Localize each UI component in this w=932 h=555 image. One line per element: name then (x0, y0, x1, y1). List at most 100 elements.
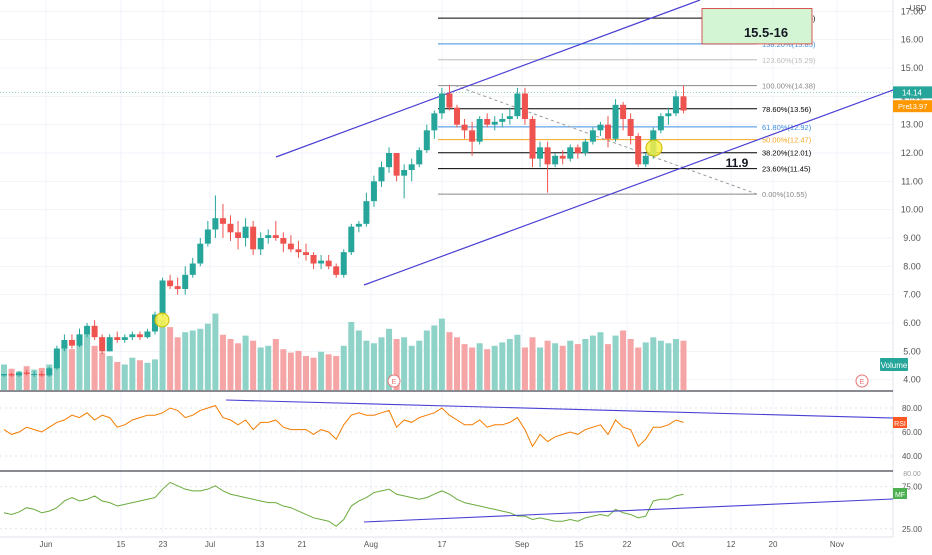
price-tick-label: 8.00 (903, 261, 921, 271)
candle-body (68, 340, 75, 346)
candle-body (219, 218, 226, 224)
candle-body (280, 238, 287, 244)
highlight-circle (154, 312, 170, 328)
volume-bar (589, 335, 596, 390)
fib-level-label: 0.00%(10.55) (762, 190, 808, 199)
candle-body (310, 255, 317, 264)
volume-bar (91, 345, 98, 390)
price-tick-label: 7.00 (903, 290, 921, 300)
candle-body (8, 374, 15, 376)
candle-body (174, 286, 181, 289)
candle-body (1, 374, 7, 376)
volume-bar (189, 330, 196, 390)
fib-level-label: 38.20%(12.01) (762, 149, 812, 158)
candle-body (635, 136, 642, 165)
candle-body (469, 130, 476, 142)
candle-body (476, 119, 483, 142)
volume-bar (303, 356, 309, 390)
mf-label: MF (895, 492, 905, 499)
candle-body (204, 229, 211, 244)
candle-body (136, 334, 143, 338)
fib-level-label: 50.00%(12.47) (762, 136, 812, 145)
volume-bar (431, 325, 438, 390)
volume-bar (318, 351, 325, 390)
volume-bar (529, 337, 536, 390)
volume-bar (559, 345, 566, 390)
time-tick-label: Oct (672, 540, 685, 549)
price-tick-label: 12.00 (901, 148, 924, 158)
candle-body (16, 372, 23, 376)
volume-bar (265, 345, 272, 390)
volume-bar (287, 352, 294, 390)
price-tick-label: 16.00 (901, 35, 924, 45)
candle-body (363, 201, 370, 224)
mf-label-bg (893, 488, 907, 499)
fib-level-label: 61.80%(12.92) (762, 123, 812, 132)
price-tick-label: 11.00 (901, 176, 923, 186)
volume-bar (627, 339, 634, 390)
volume-bar (612, 335, 619, 390)
volume-bar (401, 337, 408, 390)
volume-bar (182, 332, 189, 390)
volume-bar (204, 323, 211, 390)
candle-body (582, 141, 589, 153)
volume-bar (76, 340, 83, 390)
volume-bar (476, 343, 483, 390)
volume-bar (657, 340, 664, 390)
candle-body (84, 325, 91, 335)
candle-body (491, 121, 498, 125)
candle-body (589, 130, 596, 142)
time-tick-label: Sep (515, 540, 530, 549)
volume-bar (552, 343, 559, 390)
price-tick-label: 15.00 (901, 63, 924, 73)
volume-bar (506, 339, 513, 390)
time-tick-label: 22 (623, 540, 632, 549)
volume-bar (16, 371, 23, 390)
candle-body (416, 150, 423, 165)
candle-body (657, 116, 664, 131)
candle-body (303, 252, 309, 255)
volume-bar (597, 332, 604, 390)
volume-bar (23, 366, 30, 390)
volume-bar (272, 339, 279, 390)
candle-body (106, 337, 113, 352)
candle-body (144, 331, 151, 338)
price-tick-label: 5.00 (903, 346, 921, 356)
candle-body (167, 280, 174, 287)
candle-body (499, 119, 506, 122)
candle-body (537, 147, 544, 159)
volume-bar (325, 354, 332, 390)
candle-body (680, 96, 687, 111)
candle-body (423, 130, 430, 151)
candle-body (91, 325, 98, 338)
currency-label: USD (910, 4, 927, 13)
volume-bar (446, 332, 453, 390)
candle-body (642, 155, 649, 165)
volume-bar (68, 349, 75, 390)
volume-bar (99, 352, 106, 390)
candle-body (189, 263, 196, 275)
volume-bar (461, 344, 468, 390)
volume-bar (61, 343, 68, 390)
time-tick-label: Nov (830, 540, 844, 549)
time-tick-label: 15 (117, 540, 126, 549)
volume-bar (650, 337, 657, 390)
mf-top-label: 80.00 (903, 471, 921, 478)
mf-line (3, 481, 684, 527)
volume-bar (469, 347, 476, 390)
rsi-line (3, 405, 684, 448)
candle-body (287, 243, 294, 250)
fib-level-label: 123.60%(15.29) (762, 56, 816, 65)
volume-bar (38, 367, 45, 390)
candle-body (605, 124, 611, 139)
earnings-marker (855, 374, 869, 388)
candle-body (408, 164, 415, 170)
volume-bar (438, 318, 445, 390)
time-tick-label: 15 (575, 540, 584, 549)
candle-body (559, 155, 566, 159)
candle-body (378, 167, 385, 182)
pre-market-tag: Pre (898, 102, 910, 111)
time-tick-label: 21 (298, 540, 307, 549)
pre-market-value: 13.97 (909, 102, 928, 111)
